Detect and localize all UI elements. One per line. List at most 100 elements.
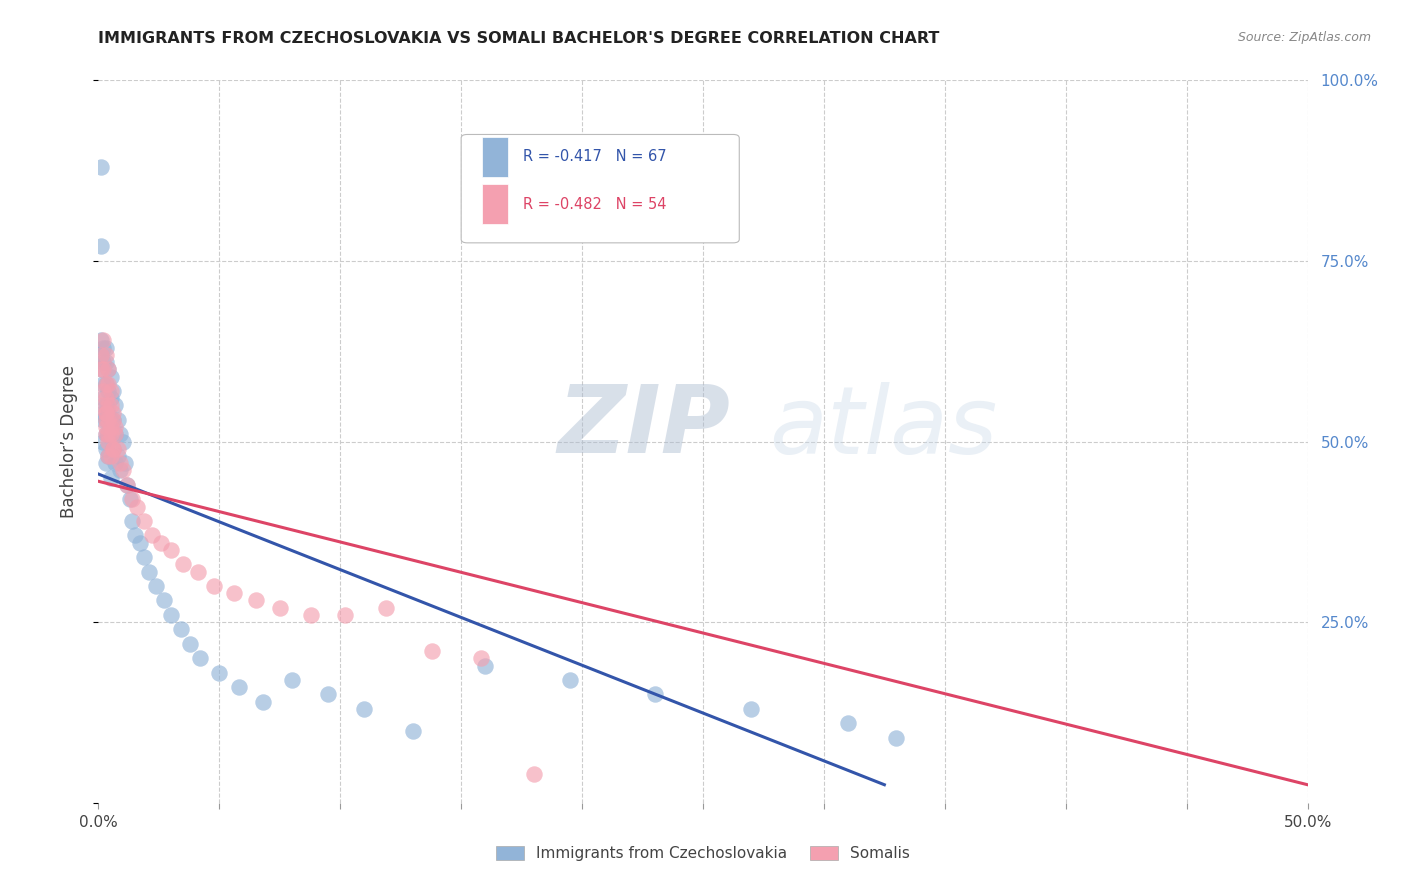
Point <box>886 731 908 745</box>
Point <box>101 384 124 398</box>
Point <box>91 334 114 348</box>
Point <box>91 384 114 398</box>
Point <box>111 463 134 477</box>
Point <box>97 427 120 442</box>
Point <box>150 535 173 549</box>
Point <box>94 427 117 442</box>
Point <box>97 362 120 376</box>
Point <box>179 637 201 651</box>
Point <box>124 528 146 542</box>
Point <box>100 449 122 463</box>
Point <box>90 239 112 253</box>
Point <box>100 420 122 434</box>
Point <box>160 607 183 622</box>
Point <box>111 434 134 449</box>
Point <box>90 160 112 174</box>
Point <box>204 579 226 593</box>
Point <box>644 687 666 701</box>
Point <box>91 341 114 355</box>
Point <box>333 607 356 622</box>
Point <box>121 514 143 528</box>
Y-axis label: Bachelor’s Degree: Bachelor’s Degree <box>59 365 77 518</box>
Point <box>107 449 129 463</box>
Point <box>91 434 114 449</box>
Point <box>101 442 124 456</box>
Point <box>97 434 120 449</box>
Point <box>837 716 859 731</box>
Point <box>94 406 117 420</box>
Point <box>117 478 139 492</box>
Point <box>97 384 120 398</box>
Point <box>104 456 127 470</box>
Point <box>100 427 122 442</box>
Point <box>252 695 274 709</box>
Point <box>127 500 149 514</box>
Point <box>91 398 114 412</box>
Point <box>91 376 114 391</box>
Point <box>108 427 131 442</box>
FancyBboxPatch shape <box>461 135 740 243</box>
Point <box>299 607 322 622</box>
Point <box>281 673 304 687</box>
Point <box>108 456 131 470</box>
Point <box>100 369 122 384</box>
Point <box>187 565 209 579</box>
Point <box>94 341 117 355</box>
Text: IMMIGRANTS FROM CZECHOSLOVAKIA VS SOMALI BACHELOR'S DEGREE CORRELATION CHART: IMMIGRANTS FROM CZECHOSLOVAKIA VS SOMALI… <box>98 31 939 46</box>
Point <box>94 420 117 434</box>
Point <box>474 658 496 673</box>
Point <box>121 492 143 507</box>
Text: R = -0.482   N = 54: R = -0.482 N = 54 <box>523 197 666 211</box>
Point <box>104 427 127 442</box>
Point <box>104 398 127 412</box>
Point <box>128 535 150 549</box>
Point <box>104 420 127 434</box>
Point <box>94 348 117 362</box>
Point <box>94 376 117 391</box>
Point <box>97 362 120 376</box>
Point <box>97 406 120 420</box>
Point <box>145 579 167 593</box>
Point <box>558 673 581 687</box>
Point <box>94 413 117 427</box>
Point <box>91 355 114 369</box>
Point <box>97 413 120 427</box>
Point <box>91 362 114 376</box>
Point <box>100 470 122 484</box>
Point <box>97 449 120 463</box>
Point <box>94 442 117 456</box>
Point <box>134 514 156 528</box>
Point <box>101 442 124 456</box>
Point <box>97 449 120 463</box>
Point <box>101 413 124 427</box>
Text: Source: ZipAtlas.com: Source: ZipAtlas.com <box>1237 31 1371 45</box>
Point <box>101 413 124 427</box>
Point <box>114 456 136 470</box>
Point <box>100 384 122 398</box>
Point <box>94 413 117 427</box>
Point <box>104 427 127 442</box>
Point <box>222 586 245 600</box>
Point <box>353 702 375 716</box>
Point <box>134 550 156 565</box>
Legend: Immigrants from Czechoslovakia, Somalis: Immigrants from Czechoslovakia, Somalis <box>491 839 915 867</box>
Point <box>94 391 117 405</box>
Point <box>245 593 267 607</box>
Point <box>107 442 129 456</box>
Text: ZIP: ZIP <box>558 381 731 473</box>
Point <box>117 478 139 492</box>
Point <box>97 398 120 412</box>
Point <box>94 398 117 412</box>
Point <box>141 528 163 542</box>
Point <box>188 651 211 665</box>
Point <box>91 406 114 420</box>
Point <box>470 651 492 665</box>
Point <box>269 600 291 615</box>
Point <box>118 492 141 507</box>
Point <box>94 355 117 369</box>
Point <box>107 413 129 427</box>
Point <box>90 362 112 376</box>
Point <box>100 413 122 427</box>
Point <box>740 702 762 716</box>
Bar <box>482 136 509 177</box>
